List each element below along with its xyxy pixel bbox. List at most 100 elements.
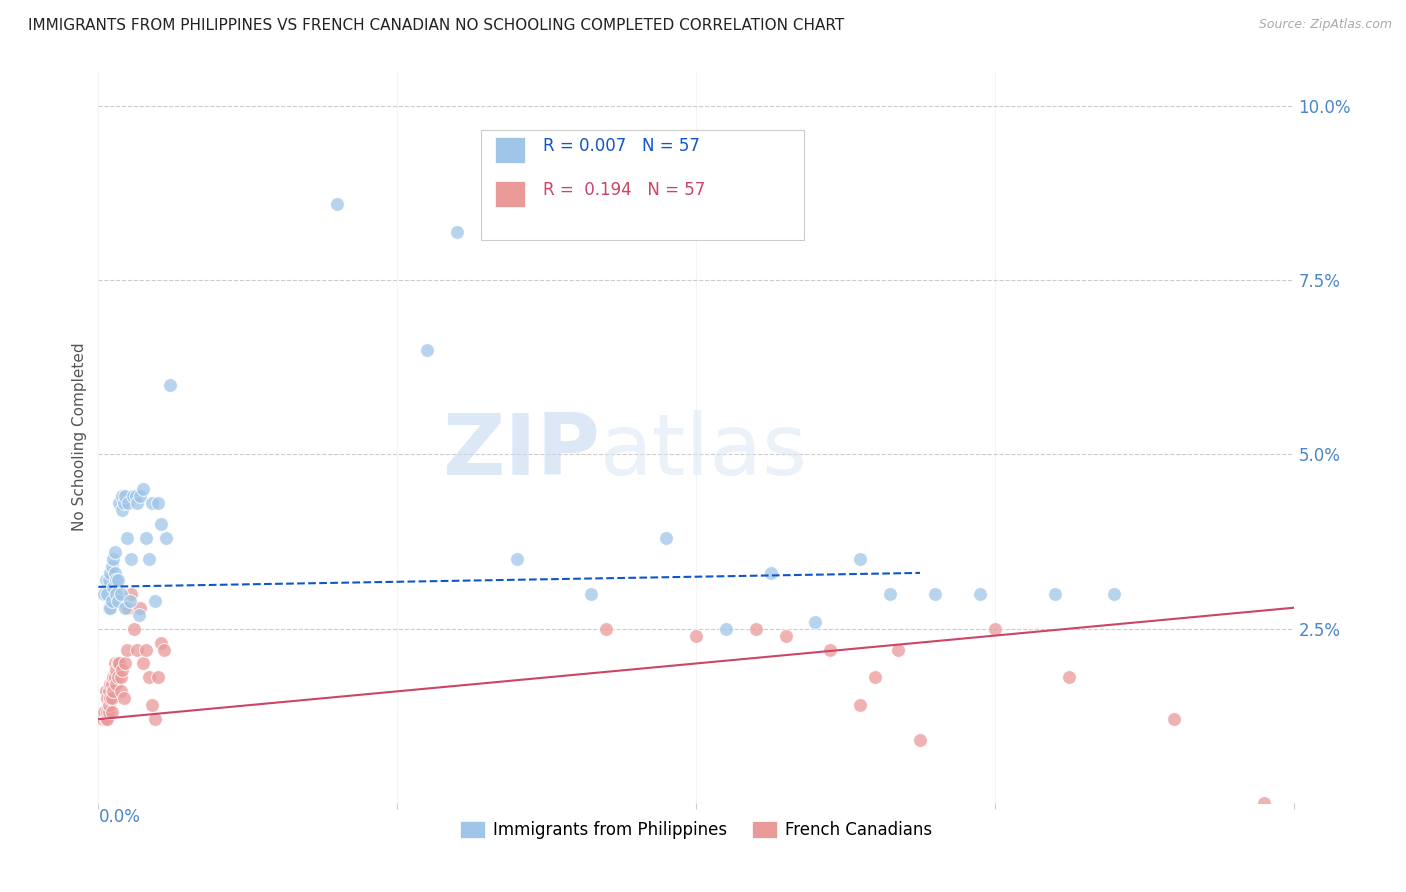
Point xyxy=(101,677,124,691)
Point xyxy=(143,712,166,726)
Point xyxy=(104,670,127,684)
Point xyxy=(121,489,143,503)
Y-axis label: No Schooling Completed: No Schooling Completed xyxy=(72,343,87,532)
Point xyxy=(714,622,737,636)
Point xyxy=(138,670,160,684)
Point xyxy=(114,600,136,615)
Point xyxy=(132,483,155,497)
Point xyxy=(96,712,118,726)
Point xyxy=(93,587,115,601)
Point xyxy=(148,670,170,684)
Point xyxy=(107,670,129,684)
Point xyxy=(879,587,901,601)
Point xyxy=(105,573,128,587)
Point xyxy=(132,657,155,671)
Point xyxy=(804,615,827,629)
Point xyxy=(111,503,134,517)
Point xyxy=(135,531,157,545)
Text: Source: ZipAtlas.com: Source: ZipAtlas.com xyxy=(1258,18,1392,31)
Point xyxy=(91,712,114,726)
Point xyxy=(849,698,872,713)
Point xyxy=(98,691,122,706)
Point xyxy=(105,677,128,691)
Point xyxy=(1253,796,1275,810)
Point xyxy=(127,496,149,510)
Point xyxy=(96,691,118,706)
Point xyxy=(326,196,349,211)
FancyBboxPatch shape xyxy=(481,130,804,240)
Point xyxy=(148,496,170,510)
Point xyxy=(101,594,124,608)
Point xyxy=(105,587,128,601)
Point xyxy=(97,705,120,719)
Point xyxy=(103,670,125,684)
Point xyxy=(101,558,124,573)
Point xyxy=(595,622,617,636)
Point xyxy=(114,657,136,671)
Point xyxy=(1104,587,1126,601)
Point xyxy=(98,600,122,615)
Point xyxy=(135,642,157,657)
Point xyxy=(104,657,127,671)
Point xyxy=(115,642,138,657)
Text: ZIP: ZIP xyxy=(443,410,600,493)
Point xyxy=(108,496,131,510)
Point xyxy=(129,600,152,615)
Point xyxy=(107,657,129,671)
Point xyxy=(150,635,173,649)
Point xyxy=(97,684,120,698)
Point xyxy=(98,677,122,691)
Legend: Immigrants from Philippines, French Canadians: Immigrants from Philippines, French Cana… xyxy=(453,814,939,846)
Point xyxy=(886,642,908,657)
Point xyxy=(112,691,135,706)
Text: IMMIGRANTS FROM PHILIPPINES VS FRENCH CANADIAN NO SCHOOLING COMPLETED CORRELATIO: IMMIGRANTS FROM PHILIPPINES VS FRENCH CA… xyxy=(28,18,845,33)
Point xyxy=(759,566,782,580)
Point xyxy=(506,552,529,566)
Point xyxy=(143,594,166,608)
Point xyxy=(655,531,678,545)
Point xyxy=(104,566,127,580)
Point xyxy=(94,573,117,587)
Point xyxy=(984,622,1007,636)
FancyBboxPatch shape xyxy=(495,137,524,163)
Point xyxy=(112,496,135,510)
Text: R = 0.007   N = 57: R = 0.007 N = 57 xyxy=(543,137,700,155)
Point xyxy=(775,629,797,643)
Point xyxy=(128,607,150,622)
Point xyxy=(96,705,118,719)
Point xyxy=(118,594,141,608)
Point xyxy=(969,587,991,601)
Point xyxy=(159,377,181,392)
Point xyxy=(581,587,603,601)
Text: R =  0.194   N = 57: R = 0.194 N = 57 xyxy=(543,181,706,199)
Point xyxy=(97,573,120,587)
Point xyxy=(103,684,125,698)
Point xyxy=(117,496,139,510)
Point xyxy=(416,343,439,357)
Point xyxy=(129,489,152,503)
Point xyxy=(153,642,176,657)
Point xyxy=(105,664,128,678)
Point xyxy=(103,580,125,594)
Point xyxy=(536,196,558,211)
Point xyxy=(104,545,127,559)
Point xyxy=(124,622,146,636)
Point xyxy=(97,600,120,615)
Point xyxy=(117,600,139,615)
Point xyxy=(110,684,132,698)
Point xyxy=(101,705,124,719)
Point xyxy=(908,733,931,747)
Point xyxy=(141,698,163,713)
Point xyxy=(110,587,132,601)
Point xyxy=(127,642,149,657)
Point xyxy=(865,670,887,684)
Point xyxy=(103,552,125,566)
Point xyxy=(141,496,163,510)
Point xyxy=(150,517,173,532)
Point xyxy=(107,573,129,587)
Point xyxy=(924,587,946,601)
Point xyxy=(94,712,117,726)
Point xyxy=(155,531,177,545)
Point xyxy=(120,587,142,601)
Point xyxy=(115,531,138,545)
